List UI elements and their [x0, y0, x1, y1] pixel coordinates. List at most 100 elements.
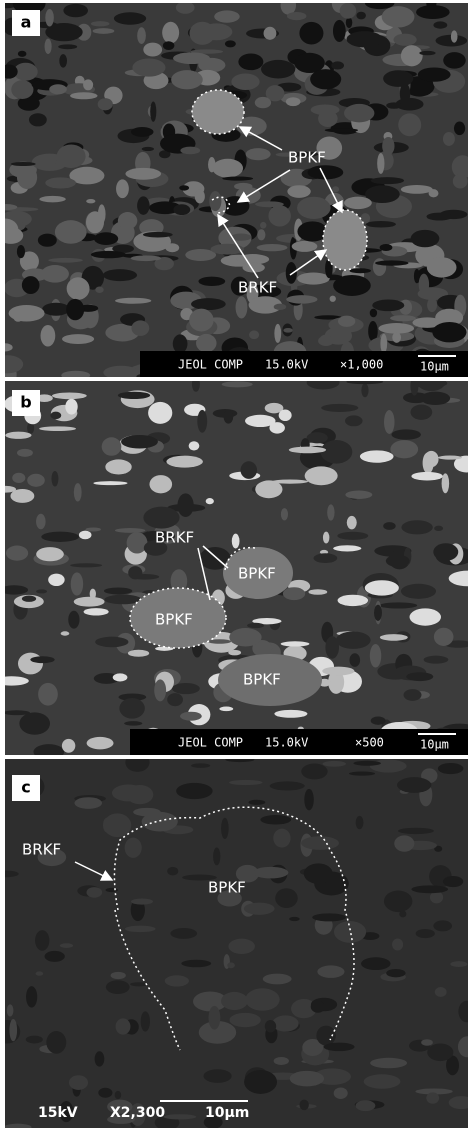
texture [141, 1011, 150, 1031]
texture [345, 491, 372, 499]
texture [382, 137, 394, 155]
texture [51, 471, 58, 486]
texture [173, 52, 210, 64]
texture [219, 707, 233, 712]
texture [289, 917, 300, 921]
texture [361, 957, 390, 970]
texture [131, 127, 154, 137]
texture [380, 634, 408, 641]
texture [380, 334, 387, 354]
texture [36, 971, 44, 975]
texture [126, 785, 153, 804]
texture [93, 481, 127, 485]
texture [299, 22, 323, 45]
texture [392, 939, 403, 951]
texture [69, 1075, 88, 1090]
texture [125, 168, 161, 180]
texture [404, 689, 422, 701]
texture [279, 410, 292, 422]
texture [9, 1019, 17, 1041]
texture [150, 101, 156, 121]
texture [411, 230, 440, 247]
texture [424, 656, 449, 664]
texture [454, 121, 465, 135]
scale: 10µm [420, 738, 449, 752]
texture [142, 147, 154, 151]
texture [118, 212, 137, 230]
texture [274, 1057, 289, 1065]
texture [382, 6, 415, 27]
texture [189, 441, 200, 450]
annotation: BPKF [155, 611, 193, 629]
texture [419, 51, 435, 55]
texture [116, 179, 129, 198]
panel-a [0, 0, 471, 384]
texture [103, 269, 137, 281]
texture [287, 12, 306, 20]
texture [338, 316, 355, 327]
texture [416, 5, 450, 19]
texture [390, 315, 416, 321]
magnification: X2,300 [110, 1105, 165, 1121]
texture [62, 334, 94, 344]
texture [191, 298, 226, 310]
texture [427, 257, 457, 277]
texture [433, 21, 447, 28]
texture [224, 410, 234, 424]
texture [225, 40, 236, 47]
texture [337, 532, 368, 540]
texture [0, 64, 18, 78]
texture [229, 780, 262, 785]
texture [121, 435, 158, 448]
annotation: BPKF [238, 565, 276, 583]
magnification: ×500 [355, 736, 384, 750]
texture [438, 455, 462, 459]
texture [98, 98, 113, 110]
texture [84, 608, 109, 615]
texture [255, 480, 282, 498]
texture [344, 197, 372, 210]
texture [327, 504, 334, 520]
texture [48, 574, 64, 586]
texture [33, 744, 64, 759]
texture [60, 943, 73, 948]
texture [361, 383, 368, 397]
voltage: 15kV [38, 1105, 78, 1121]
texture [213, 848, 220, 866]
texture [55, 220, 87, 244]
texture [305, 466, 338, 485]
texture [131, 255, 162, 261]
texture [176, 783, 213, 799]
texture [379, 602, 417, 608]
texture [42, 303, 70, 316]
texture [106, 888, 118, 892]
texture [290, 1071, 324, 1087]
texture [340, 3, 357, 19]
texture [310, 69, 341, 89]
texture [274, 324, 281, 343]
texture [384, 410, 395, 434]
texture [7, 1004, 14, 1016]
texture [196, 334, 216, 352]
texture [41, 265, 69, 283]
texture [180, 712, 202, 721]
texture [62, 739, 75, 753]
texture [197, 410, 207, 433]
annotation: BRKF [22, 841, 61, 859]
texture [86, 199, 95, 203]
texture [180, 147, 200, 155]
panel-label: b [20, 393, 31, 412]
texture [17, 449, 33, 457]
texture [9, 305, 45, 322]
texture [118, 392, 150, 399]
texture [94, 232, 118, 245]
texture [380, 244, 393, 251]
texture [221, 992, 248, 1010]
texture [321, 440, 353, 464]
texture [249, 800, 266, 805]
texture [336, 631, 371, 648]
texture [127, 532, 148, 553]
texture [419, 274, 429, 296]
texture [374, 605, 382, 621]
texture [307, 432, 328, 443]
